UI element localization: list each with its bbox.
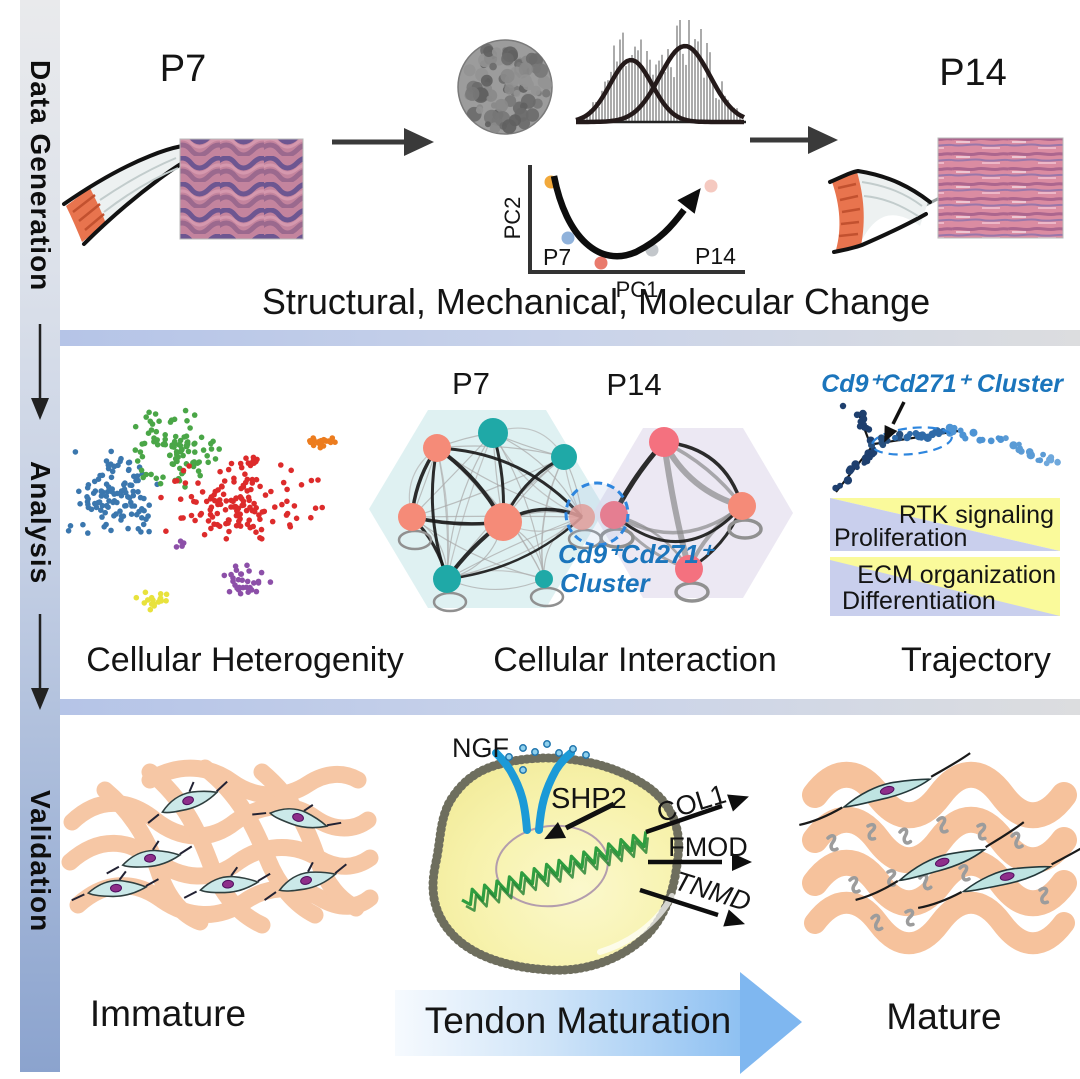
caption-cellular-interaction: Cellular Interaction: [493, 641, 777, 679]
tenocyte-cell-diagram: COL1 FMOD TNMD: [428, 740, 754, 975]
output-fmod-label: FMOD: [668, 832, 747, 862]
caption-cellular-heterogenity: Cellular Heterogenity: [86, 641, 404, 679]
p14-label: P14: [939, 52, 1007, 94]
immature-fibers: [61, 759, 379, 934]
pca-xlabel: PC1: [616, 277, 659, 302]
wedge1-up-label: RTK signaling: [899, 501, 1054, 529]
network-cluster-callout-line1: Cd9⁺Cd271⁺: [558, 539, 713, 569]
output-arrows: [639, 803, 723, 918]
sidebar-item-validation: Validation: [25, 789, 56, 933]
pca-p7-label: P7: [543, 244, 571, 270]
histology-image-p7: [179, 138, 304, 240]
immature-label: Immature: [89, 993, 247, 1034]
shp2-label: SHP2: [551, 783, 627, 815]
mrna-helix: [461, 831, 650, 912]
ngf-receptor-icon: [492, 749, 575, 834]
tsne-cluster-plot: [65, 407, 338, 613]
wedge2-up-label: ECM organization: [857, 561, 1056, 589]
row-divider-2: [60, 699, 1080, 715]
wedge-rtk-proliferation: RTK signaling Proliferation: [830, 498, 1060, 552]
interaction-network: [369, 410, 793, 613]
pca-ylabel: PC2: [500, 197, 525, 240]
cluster-dashed-circle: [564, 481, 630, 547]
mature-label: Mature: [886, 996, 1002, 1037]
sidebar-item-data-generation: Data Generation: [25, 60, 56, 292]
mature-fibers: [802, 761, 1077, 955]
p7-label: P7: [159, 48, 207, 90]
pca-plot: PC2 PC1 P7 P14: [500, 165, 745, 302]
network-cluster-callout-line2: Cluster: [560, 568, 650, 598]
row1-caption: Structural, Mechanical, Molecular Change: [261, 281, 931, 322]
ngf-label: NGF: [452, 733, 509, 763]
trajectory-panel: RTK signaling Proliferation ECM organiza…: [830, 401, 1061, 616]
fibril-diameter-histogram: [575, 20, 746, 125]
output-tnmd-label: TNMD: [671, 866, 754, 917]
tendon-maturation-arrow: [395, 972, 802, 1074]
arrow-right-1: [332, 128, 434, 156]
trajectory-dashed-ellipse: [871, 426, 953, 456]
wedge-ecm-differentiation: ECM organization Differentiation: [830, 557, 1060, 616]
sidebar-flow-arrows: [31, 324, 49, 710]
wedge2-down-label: Differentiation: [842, 587, 996, 615]
workflow-sidebar: [20, 0, 60, 1072]
trajectory-cluster-callout: Cd9⁺Cd271⁺ Cluster: [821, 370, 1063, 398]
row-divider-1: [60, 330, 1080, 346]
cell-membrane: [428, 753, 684, 975]
output-col1-label: COL1: [653, 779, 729, 828]
ngf-ligand-dots: [505, 740, 590, 774]
wedge1-down-label: Proliferation: [834, 524, 967, 552]
pca-p14-label: P14: [695, 243, 736, 269]
sidebar-item-analysis: Analysis: [25, 461, 56, 585]
tendon-p7-illustration: [62, 144, 216, 246]
tendon-maturation-label: Tendon Maturation: [424, 1000, 732, 1041]
arrow-right-2: [750, 126, 838, 154]
caption-trajectory: Trajectory: [901, 641, 1051, 679]
network-p7-label: P7: [452, 366, 490, 401]
em-micrograph: [457, 39, 553, 135]
histology-image-p14: [937, 137, 1064, 239]
tendon-p14-illustration: [828, 168, 956, 254]
network-p14-label: P14: [606, 367, 662, 402]
